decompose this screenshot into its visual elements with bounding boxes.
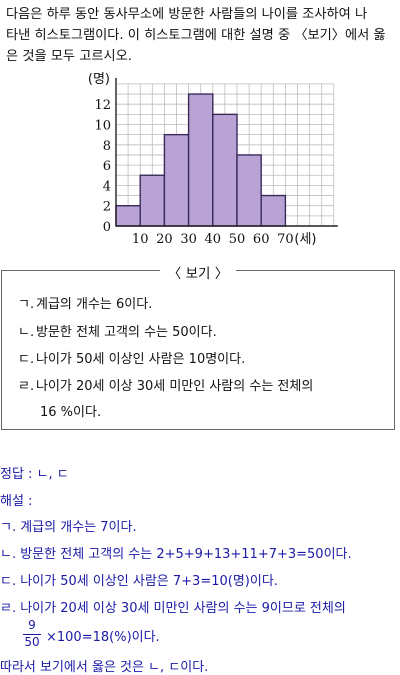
solution-conclusion: 따라서 보기에서 옳은 것은 ㄴ, ㄷ이다. [0,660,209,675]
bogi-box: 〈 보기 〉 ㄱ. 계급의 개수는 6이다. ㄴ. 방문한 전체 고객의 수는 50… [1,266,395,430]
y-tick-label: 10 [94,119,111,134]
y-tick-label: 8 [103,139,111,154]
y-tick-label: 0 [103,220,111,235]
x-tick-label: 10 [132,232,149,247]
histogram-bar [212,113,238,227]
solution-line-4: ㄹ. 나이가 20세 이상 30세 미만인 사람의 수는 9이므로 전체의 [0,601,346,616]
histogram-bar [236,154,262,227]
histogram-bar [139,174,166,227]
x-tick-label: 50 [229,232,246,247]
solution-line-2: ㄴ. 방문한 전체 고객의 수는 2+5+9+13+11+7+3=50이다. [0,547,352,562]
y-tick-label: 2 [103,200,111,215]
bogi-item-4: ㄹ. 나이가 20세 이상 30세 미만인 사람의 수는 전체의 [18,379,314,394]
question-line-1: 다음은 하루 동안 동사무소에 방문한 사람들의 나이를 조사하여 나 [6,7,368,22]
x-tick-label: 60 [253,232,270,247]
histogram-bar [187,93,214,227]
fraction-bar [23,634,41,635]
histogram-bar [260,194,287,227]
solution-line-3: ㄷ. 나이가 50세 이상인 사람은 7+3=10(명)이다. [0,574,278,589]
x-tick-label: 40 [205,232,222,247]
bogi-item-3: ㄷ. 나이가 50세 이상인 사람은 10명이다. [18,352,246,367]
x-tick-label: 70 [277,232,294,247]
histogram-bar [163,133,190,227]
fraction-rest: ×100=18(%)이다. [46,630,160,645]
histogram-bar [115,204,141,227]
bogi-item-1: ㄱ. 계급의 개수는 6이다. [18,297,153,312]
fraction-denominator: 50 [24,635,40,649]
bogi-item-2: ㄴ. 방문한 전체 고객의 수는 50이다. [18,325,217,340]
histogram-chart: 0 2 4 6 8 10 12 10 20 30 40 50 60 70 (명) (세) [88,72,338,247]
y-tick-label: 12 [94,98,111,113]
question-line-3: 은 것을 모두 고르시오. [6,49,132,64]
y-tick-label: 6 [103,159,111,174]
x-tick-label: 20 [156,232,173,247]
bogi-item-4-cont: 16 %이다. [40,405,102,420]
bogi-title: 〈 보기 〉 [159,266,237,282]
solution-answer: 정답 : ㄴ, ㄷ [0,467,69,482]
question-text: 다음은 하루 동안 동사무소에 방문한 사람들의 나이를 조사하여 나 타낸 히… [6,4,396,67]
y-axis-unit: (명) [88,72,110,87]
question-line-2: 타낸 히스토그램이다. 이 히스토그램에 대한 설명 중 〈보기〉에서 옳 [6,28,386,43]
x-tick-label: 30 [180,232,197,247]
x-axis-unit: (세) [294,232,316,247]
solution-header: 해설 : [0,494,33,509]
y-tick-label: 4 [103,179,111,194]
fraction-numerator: 9 [28,618,36,632]
solution-line-1: ㄱ. 계급의 개수는 7이다. [0,520,137,535]
